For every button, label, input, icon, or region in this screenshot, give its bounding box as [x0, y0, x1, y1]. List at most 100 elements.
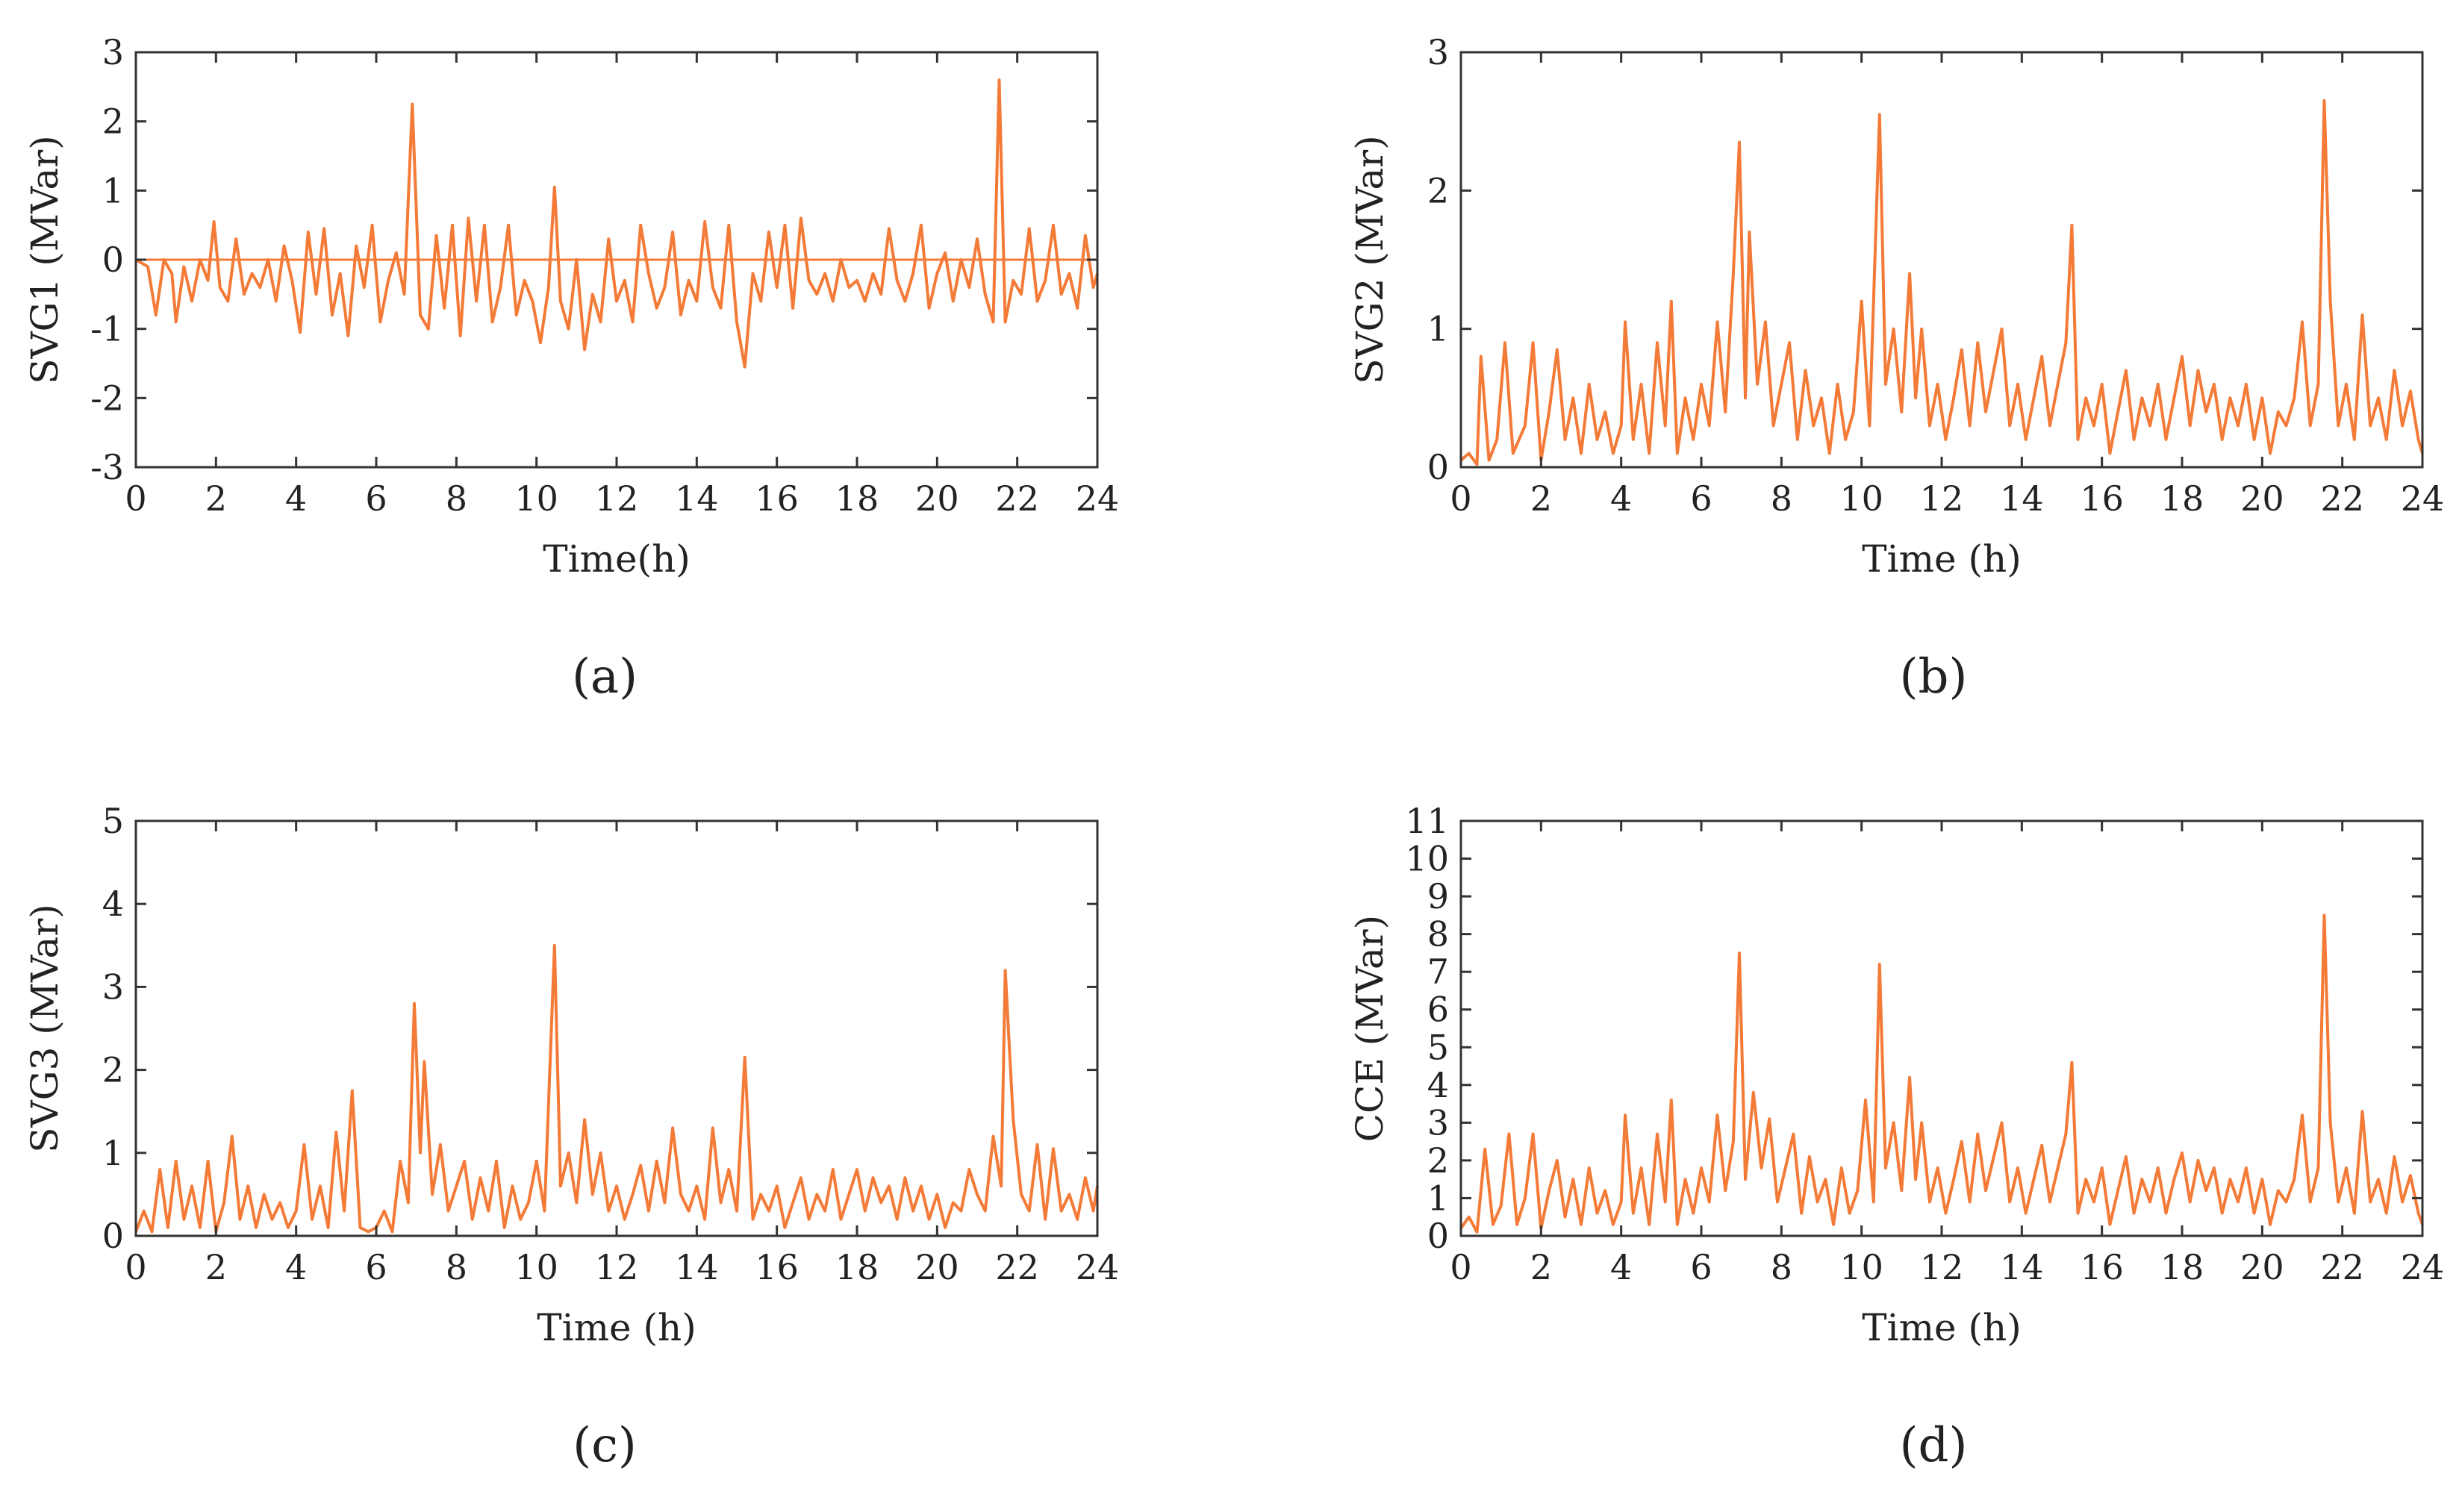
series-line-a-0 — [134, 78, 1099, 369]
x-tick-label-b-6: 12 — [1920, 478, 1964, 519]
x-tick-label-c-7: 14 — [675, 1247, 719, 1287]
y-tick-label-c-1: 1 — [102, 1133, 124, 1173]
x-tick-label-d-10: 20 — [2240, 1247, 2284, 1287]
y-tick-label-d-8: 8 — [1427, 914, 1449, 955]
y-tick-label-c-3: 3 — [102, 966, 124, 1007]
x-tick-label-c-2: 4 — [285, 1247, 307, 1287]
x-tick-label-a-12: 24 — [1076, 478, 1120, 519]
x-tick-label-c-6: 12 — [595, 1247, 639, 1287]
x-tick-label-d-7: 14 — [2000, 1247, 2044, 1287]
x-tick-label-b-7: 14 — [2000, 478, 2044, 519]
y-tick-label-a-0: -3 — [90, 447, 124, 487]
panel-label-d: (d) — [1899, 1418, 1968, 1473]
x-tick-label-a-2: 4 — [285, 478, 307, 519]
x-tick-label-a-0: 0 — [125, 478, 146, 519]
series-line-d-0 — [1459, 913, 2424, 1234]
x-tick-label-b-1: 2 — [1530, 478, 1552, 519]
y-tick-label-d-0: 0 — [1427, 1216, 1449, 1256]
x-tick-label-d-9: 18 — [2160, 1247, 2204, 1287]
y-tick-label-d-9: 9 — [1427, 876, 1449, 916]
chart-a: 0 2 4 6 8 10 12 14 16 18 20 22 24-3-2-10123Time(h)SV… — [23, 32, 1119, 581]
x-tick-label-a-11: 22 — [995, 478, 1039, 519]
x-tick-label-a-6: 12 — [595, 478, 639, 519]
x-tick-label-a-4: 8 — [446, 478, 467, 519]
x-tick-label-c-11: 22 — [995, 1247, 1039, 1287]
x-tick-label-c-12: 24 — [1076, 1247, 1120, 1287]
x-tick-label-d-6: 12 — [1920, 1247, 1964, 1287]
y-tick-label-d-5: 5 — [1427, 1027, 1449, 1067]
x-tick-label-c-5: 10 — [514, 1247, 558, 1287]
y-tick-label-a-6: 3 — [102, 32, 124, 72]
y-tick-label-d-2: 2 — [1427, 1140, 1449, 1181]
x-axis-label-a: Time(h) — [543, 537, 691, 581]
x-tick-label-a-1: 2 — [205, 478, 227, 519]
x-tick-label-c-3: 6 — [365, 1247, 387, 1287]
y-axis-label-a: SVG1 (MVar) — [23, 135, 66, 384]
panel-label-c: (c) — [573, 1418, 637, 1473]
chart-d: 0 2 4 6 8 10 12 14 16 18 20 22 2401234567891011Time … — [1348, 801, 2444, 1349]
y-tick-label-a-5: 2 — [102, 101, 124, 142]
x-axis-label-c: Time (h) — [537, 1306, 696, 1349]
y-tick-label-d-1: 1 — [1427, 1178, 1449, 1218]
x-tick-label-b-9: 18 — [2160, 478, 2204, 519]
y-tick-label-d-6: 6 — [1427, 990, 1449, 1030]
series-line-c-0 — [134, 943, 1099, 1234]
x-tick-label-c-1: 2 — [205, 1247, 227, 1287]
y-tick-label-b-2: 2 — [1427, 170, 1449, 210]
y-tick-label-c-4: 4 — [102, 884, 124, 924]
x-tick-label-a-3: 6 — [365, 478, 387, 519]
y-tick-label-a-3: 0 — [102, 240, 124, 280]
x-tick-label-c-4: 8 — [446, 1247, 467, 1287]
series-line-b-0 — [1459, 99, 2424, 466]
y-tick-label-d-7: 7 — [1427, 952, 1449, 992]
y-tick-label-d-10: 10 — [1405, 839, 1449, 879]
x-tick-label-d-11: 22 — [2320, 1247, 2364, 1287]
panel-label-b: (b) — [1899, 649, 1968, 705]
y-tick-label-a-2: -1 — [90, 309, 124, 349]
x-tick-label-c-9: 18 — [835, 1247, 879, 1287]
x-tick-label-d-1: 2 — [1530, 1247, 1552, 1287]
x-tick-label-b-11: 22 — [2320, 478, 2364, 519]
x-tick-label-a-10: 20 — [915, 478, 959, 519]
panel-label-a: (a) — [571, 649, 638, 705]
y-tick-label-d-4: 4 — [1427, 1065, 1449, 1105]
y-tick-label-c-2: 2 — [102, 1050, 124, 1090]
x-tick-label-d-2: 4 — [1610, 1247, 1632, 1287]
x-tick-label-c-8: 16 — [755, 1247, 799, 1287]
x-tick-label-d-8: 16 — [2080, 1247, 2124, 1287]
x-tick-label-d-0: 0 — [1450, 1247, 1471, 1287]
y-tick-label-a-1: -2 — [90, 378, 124, 418]
x-tick-label-a-9: 18 — [835, 478, 879, 519]
plot-frame-c — [134, 819, 1099, 1237]
x-tick-label-b-3: 6 — [1690, 478, 1712, 519]
x-tick-label-c-0: 0 — [125, 1247, 146, 1287]
y-tick-label-c-0: 0 — [102, 1216, 124, 1256]
y-axis-label-d: CCE (MVar) — [1348, 915, 1391, 1142]
y-tick-label-a-4: 1 — [102, 170, 124, 210]
x-tick-label-d-12: 24 — [2401, 1247, 2445, 1287]
x-tick-label-b-12: 24 — [2401, 478, 2445, 519]
y-tick-label-b-1: 1 — [1427, 309, 1449, 349]
plot-frame-d — [1459, 819, 2424, 1237]
x-tick-label-a-7: 14 — [675, 478, 719, 519]
y-axis-label-c: SVG3 (MVar) — [23, 904, 66, 1152]
x-tick-label-d-3: 6 — [1690, 1247, 1712, 1287]
x-tick-label-b-4: 8 — [1771, 478, 1792, 519]
x-tick-label-b-8: 16 — [2080, 478, 2124, 519]
x-axis-label-b: Time (h) — [1862, 537, 2021, 581]
y-tick-label-c-5: 5 — [102, 801, 124, 841]
x-tick-label-d-5: 10 — [1839, 1247, 1883, 1287]
y-tick-label-d-11: 11 — [1405, 801, 1449, 841]
x-tick-label-c-10: 20 — [915, 1247, 959, 1287]
y-tick-label-b-0: 0 — [1427, 447, 1449, 487]
x-tick-label-b-10: 20 — [2240, 478, 2284, 519]
x-tick-label-b-5: 10 — [1839, 478, 1883, 519]
y-axis-label-b: SVG2 (MVar) — [1348, 135, 1391, 384]
x-tick-label-a-8: 16 — [755, 478, 799, 519]
y-tick-label-d-3: 3 — [1427, 1102, 1449, 1143]
x-tick-label-b-2: 4 — [1610, 478, 1632, 519]
